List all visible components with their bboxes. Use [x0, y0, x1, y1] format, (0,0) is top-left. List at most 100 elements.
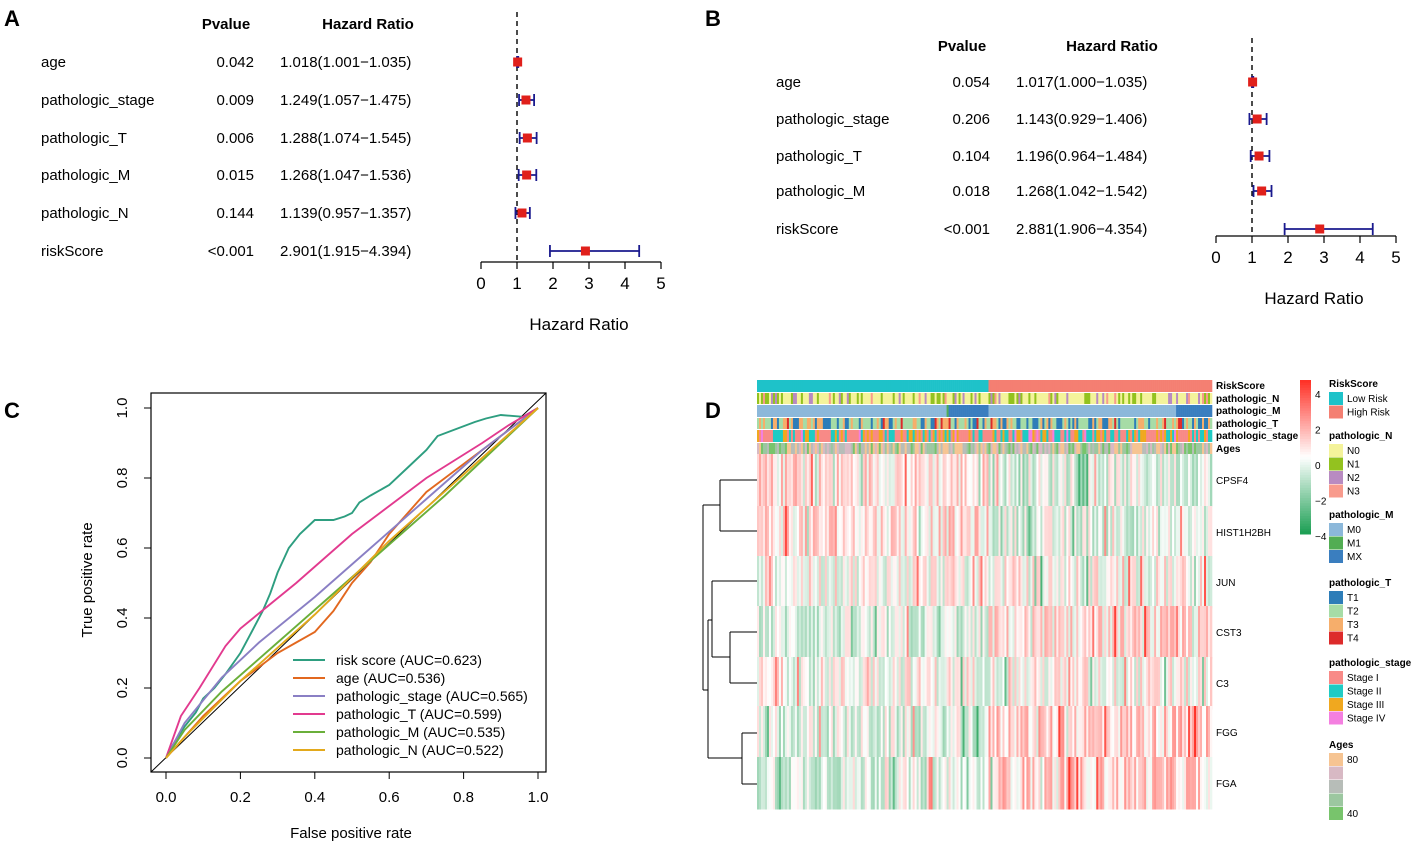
annotation-cell: [768, 430, 772, 442]
annotation-cell: [914, 393, 917, 404]
heatmap-cell: [910, 606, 913, 659]
annotation-cell: [858, 443, 862, 454]
annotation-cell: [864, 380, 868, 392]
annotation-cell: [1202, 418, 1205, 429]
forest-a-hr-header: Hazard Ratio: [322, 16, 414, 33]
annotation-cell: [764, 418, 768, 429]
heatmap-cell: [912, 606, 915, 659]
heatmap-cell: [876, 657, 880, 710]
annotation-cell: [1028, 418, 1031, 429]
annotation-cell: [818, 393, 822, 404]
heatmap-cell: [1098, 556, 1101, 609]
annotation-cell: [1090, 393, 1093, 404]
annotation-cell: [878, 430, 882, 442]
heatmap-cell: [1044, 657, 1047, 710]
heatmap-cell: [832, 706, 836, 759]
heatmap-cell: [1036, 506, 1039, 559]
heatmap-cell: [800, 506, 804, 559]
heatmap-cell: [1086, 606, 1089, 659]
annotation-cell: [986, 430, 989, 442]
annotation-cell: [772, 393, 776, 404]
heatmap-cell: [1150, 606, 1153, 659]
heatmap-cell: [988, 454, 991, 507]
annotation-cell: [964, 405, 967, 417]
heatmap-cell: [844, 454, 848, 507]
annotation-cell: [1022, 430, 1025, 442]
annotation-cell: [1066, 418, 1069, 429]
heatmap-cell: [950, 506, 953, 559]
heatmap-cell: [1148, 606, 1151, 659]
heatmap-cell: [938, 706, 941, 759]
heatmap-cell: [1114, 657, 1117, 710]
heatmap-cell: [828, 706, 832, 759]
annotation-cell: [1178, 418, 1181, 429]
annotation-cell: [1052, 418, 1055, 429]
annotation-cell: [1122, 380, 1125, 392]
annotation-cell: [1176, 405, 1179, 417]
annotation-cell: [958, 430, 961, 442]
colorbar-segment: [1300, 397, 1311, 402]
roc-curve: [165, 407, 539, 759]
heatmap-cell: [1050, 506, 1053, 559]
heatmap-cell: [1184, 606, 1187, 659]
heatmap-cell: [906, 606, 909, 659]
heatmap-cell: [1084, 606, 1087, 659]
annotation-cell: [1018, 443, 1021, 454]
annotation-cell: [1060, 380, 1063, 392]
annotation-cell: [1112, 405, 1115, 417]
annotation-cell: [838, 430, 842, 442]
heatmap-cell: [942, 556, 945, 609]
heatmap-cell: [948, 506, 951, 559]
heatmap-cell: [792, 506, 796, 559]
annotation-cell: [820, 443, 824, 454]
heatmap-cell: [866, 657, 870, 710]
heatmap-cell: [1060, 757, 1063, 810]
heatmap-cell: [1190, 556, 1193, 609]
heatmap-cell: [940, 454, 943, 507]
annotation-cell: [984, 418, 987, 429]
annotation-cell: [988, 405, 991, 417]
heatmap-cell: [964, 706, 967, 759]
annotation-cell: [854, 430, 858, 442]
annotation-cell: [858, 380, 862, 392]
annotation-cell: [868, 380, 872, 392]
annotation-cell: [1090, 405, 1093, 417]
heatmap-cell: [968, 506, 971, 559]
annotation-cell: [932, 430, 935, 442]
annotation-cell: [1114, 443, 1117, 454]
colorbar-segment: [1300, 513, 1311, 517]
x-tick-label: 4: [620, 274, 629, 293]
heatmap-cell: [914, 757, 917, 810]
heatmap-cell: [1134, 506, 1137, 559]
heatmap-cell: [808, 606, 812, 659]
heatmap-cell: [816, 606, 820, 659]
annotation-cell: [828, 405, 832, 417]
heatmap-cell: [786, 454, 790, 507]
annotation-cell: [984, 393, 987, 404]
annotation-cell: [766, 418, 770, 429]
heatmap-cell: [950, 706, 953, 759]
heatmap-cell: [1006, 454, 1009, 507]
heatmap-cell: [1114, 757, 1117, 810]
annotation-cell: [1072, 443, 1075, 454]
heatmap-cell: [1080, 606, 1083, 659]
legend-item-label: T1: [1347, 593, 1359, 604]
annotation-cell: [888, 393, 892, 404]
x-tick-label: 2: [548, 274, 557, 293]
annotation-cell: [1078, 443, 1081, 454]
heatmap-cell: [1204, 706, 1207, 759]
heatmap-cell: [1120, 556, 1123, 609]
annotation-cell: [926, 443, 929, 454]
annotation-cell: [1148, 405, 1151, 417]
heatmap-cell: [868, 657, 872, 710]
heatmap-cell: [1158, 454, 1161, 507]
heatmap-cell: [1048, 657, 1051, 710]
heatmap-cell: [778, 606, 782, 659]
annotation-cell: [1124, 443, 1127, 454]
heatmap-cell: [1108, 606, 1111, 659]
colorbar-segment: [1300, 415, 1311, 419]
annotation-cell: [800, 430, 804, 442]
heatmap-cell: [1036, 454, 1039, 507]
heatmap-cell: [840, 757, 844, 810]
annotation-cell: [976, 380, 979, 392]
